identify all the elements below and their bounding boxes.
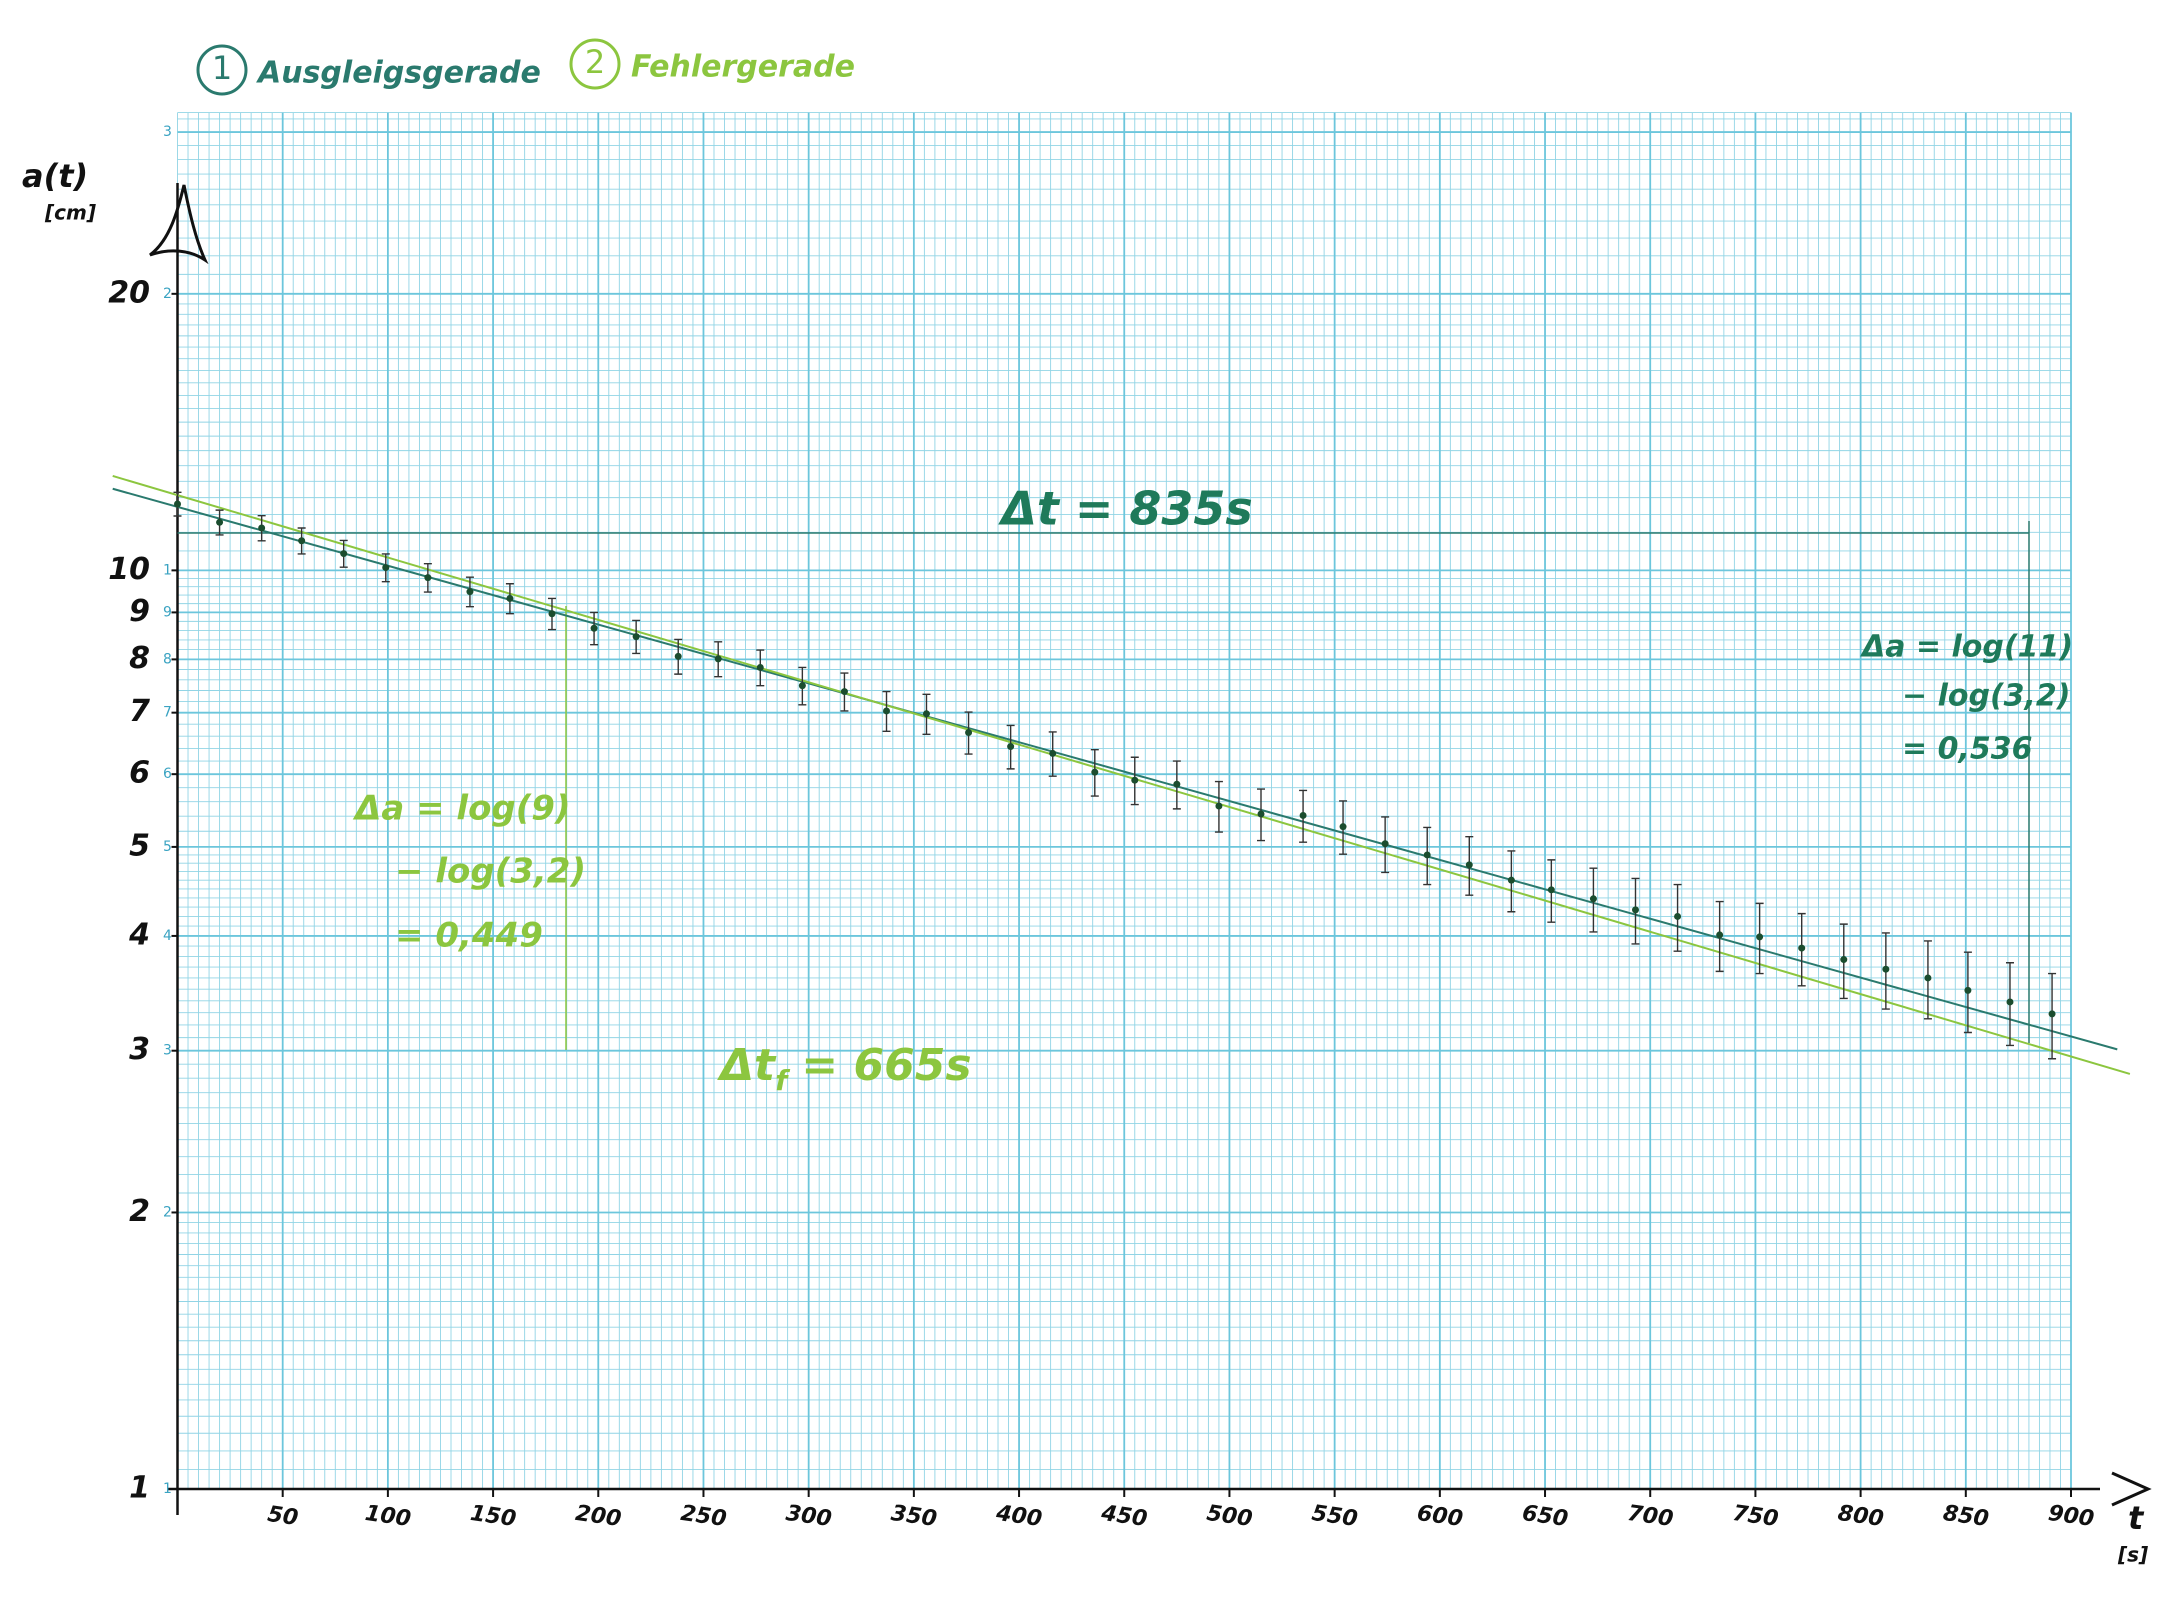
paper-tick-label: 2	[163, 1204, 172, 1220]
data-point	[466, 588, 474, 596]
annotation-part: Δt	[717, 1040, 777, 1091]
x-tick-label: 50	[266, 1502, 300, 1531]
x-arrow	[2111, 1471, 2152, 1507]
y-tick-label: 7	[129, 694, 150, 729]
data-point	[174, 500, 181, 508]
data-point	[922, 710, 930, 718]
paper-tick-label: 1	[163, 562, 172, 578]
data-point	[1798, 944, 1806, 952]
data-point	[756, 663, 764, 671]
data-point	[340, 550, 348, 558]
legend-circle	[196, 44, 248, 96]
paper-tick-label: 4	[163, 928, 172, 944]
paper-tick-label: 2	[163, 286, 172, 302]
paper-tick-label: 3	[163, 1043, 172, 1059]
data-point	[1882, 965, 1890, 973]
y-tick-label: 4	[128, 917, 150, 952]
data-point	[298, 537, 306, 545]
data-point	[965, 729, 973, 737]
data-point	[1840, 956, 1848, 964]
data-point	[2048, 1010, 2056, 1018]
y-axis-label: a(t)	[22, 157, 88, 195]
data-point	[1589, 895, 1597, 903]
data-point	[1924, 974, 1932, 982]
annotation: − log(3,2)	[395, 852, 586, 892]
paper-tick-label: 9	[163, 604, 172, 620]
paper-tick-label: 7	[163, 705, 172, 721]
y-tick-label: 9	[129, 594, 150, 629]
annotation-part: f	[775, 1064, 791, 1097]
annotation: Δa = log(9)	[352, 789, 571, 829]
data-point	[1339, 823, 1347, 831]
y-arrow	[149, 184, 209, 265]
y-tick-label: 6	[129, 756, 150, 791]
paper-tick-label: 3	[163, 124, 172, 140]
data-point	[883, 707, 891, 715]
data-point	[674, 652, 682, 660]
data-point	[258, 524, 266, 532]
y-axis-unit: [cm]	[44, 201, 96, 225]
data-point	[1631, 906, 1639, 914]
fit-line	[112, 474, 2131, 1075]
data-point	[506, 594, 514, 602]
annotation: = 0,449	[395, 916, 543, 956]
paper-tick-label: 1	[163, 1481, 172, 1497]
paper-tick-label: 5	[163, 839, 172, 855]
data-point	[1007, 743, 1015, 751]
data-point	[590, 624, 598, 632]
data-point	[1507, 876, 1515, 884]
x-axis-label: t	[2128, 1499, 2145, 1537]
annotation: Δt = 835s	[997, 482, 1253, 536]
data-point	[1465, 861, 1473, 869]
data-point	[2006, 998, 2014, 1006]
data-point	[798, 682, 806, 690]
data-point	[216, 518, 224, 526]
data-point	[1131, 776, 1139, 784]
data-point	[632, 633, 640, 641]
data-point	[1756, 933, 1764, 941]
data-point	[1257, 810, 1265, 818]
legend-number: 1	[212, 49, 232, 87]
data-point	[1423, 851, 1431, 859]
marks	[112, 474, 2131, 1075]
data-point	[840, 688, 848, 696]
legend-circle	[569, 38, 621, 90]
y-tick-label: 5	[129, 828, 150, 863]
data-point	[1091, 768, 1099, 776]
annotation: Δa = log(11)	[1860, 630, 2073, 665]
data-point	[1173, 780, 1181, 788]
legend-number: 2	[585, 43, 605, 81]
legend-label: Fehlergerade	[631, 50, 855, 85]
x-axis-unit: [s]	[2117, 1543, 2148, 1567]
data-point	[548, 610, 556, 618]
y-tick-label: 10	[108, 552, 150, 587]
y-tick-label: 3	[129, 1032, 150, 1067]
data-point	[1964, 986, 1972, 994]
annotation: − log(3,2)	[1902, 679, 2071, 714]
data-point	[1381, 840, 1389, 848]
data-point	[1547, 886, 1555, 894]
data-point	[424, 574, 432, 582]
annotation-part: = 665s	[801, 1040, 971, 1091]
y-tick-label: 2	[129, 1194, 150, 1229]
data-point	[714, 655, 722, 663]
fit-line	[112, 487, 2118, 1051]
paper-tick-label: 6	[163, 766, 172, 782]
paper-tick-label: 8	[163, 651, 172, 667]
legend-label: Ausgleigsgerade	[256, 56, 541, 91]
y-tick-label: 20	[108, 275, 150, 310]
y-tick-label: 8	[129, 641, 150, 676]
data-point	[1674, 912, 1682, 920]
data-point	[1049, 749, 1057, 757]
annotation: = 0,536	[1902, 732, 2032, 767]
data-point	[1299, 811, 1307, 819]
annotation: Δtf = 665s	[717, 1040, 972, 1097]
y-tick-label: 1	[129, 1471, 150, 1506]
data-point	[1716, 931, 1724, 939]
data-point	[1215, 802, 1223, 810]
data-point	[382, 564, 390, 572]
